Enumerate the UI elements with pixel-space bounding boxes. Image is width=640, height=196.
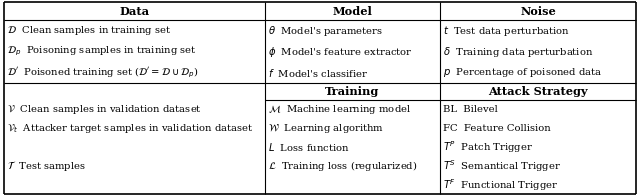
Text: $\mathcal{T}$  Test samples: $\mathcal{T}$ Test samples	[7, 159, 86, 173]
Text: $\phi$  Model's feature extractor: $\phi$ Model's feature extractor	[268, 44, 412, 58]
Text: $t$  Test data perturbation: $t$ Test data perturbation	[443, 24, 570, 37]
Text: $\mathcal{D}_p$  Poisoning samples in training set: $\mathcal{D}_p$ Poisoning samples in tra…	[7, 45, 197, 58]
Text: $\mathcal{V}_t$  Attacker target samples in validation dataset: $\mathcal{V}_t$ Attacker target samples …	[7, 122, 253, 135]
Text: Noise: Noise	[520, 5, 556, 16]
Text: $\mathcal{W}$  Learning algorithm: $\mathcal{W}$ Learning algorithm	[268, 122, 384, 135]
Text: Model: Model	[333, 5, 372, 16]
Text: $p$  Percentage of poisoned data: $p$ Percentage of poisoned data	[443, 66, 602, 79]
Text: Data: Data	[120, 5, 150, 16]
Text: $\mathcal{L}$  Training loss (regularized): $\mathcal{L}$ Training loss (regularized…	[268, 159, 417, 173]
Text: FC  Feature Collision: FC Feature Collision	[443, 124, 551, 133]
Text: $\mathcal{V}$  Clean samples in validation dataset: $\mathcal{V}$ Clean samples in validatio…	[7, 103, 202, 116]
Text: $\mathcal{D}'$  Poisoned training set ($\mathcal{D}' = \mathcal{D} \cup \mathcal: $\mathcal{D}'$ Poisoned training set ($\…	[7, 65, 198, 80]
Text: $\mathcal{M}$  Machine learning model: $\mathcal{M}$ Machine learning model	[268, 103, 411, 116]
Text: $f$  Model's classifier: $f$ Model's classifier	[268, 66, 369, 79]
Text: $T^S$  Semantical Trigger: $T^S$ Semantical Trigger	[443, 158, 561, 174]
Text: $\delta$  Training data perturbation: $\delta$ Training data perturbation	[443, 44, 593, 58]
Text: BL  Bilevel: BL Bilevel	[443, 105, 498, 114]
Text: $T^F$  Functional Trigger: $T^F$ Functional Trigger	[443, 177, 558, 192]
Text: Attack Strategy: Attack Strategy	[488, 86, 588, 97]
Text: $L$  Loss function: $L$ Loss function	[268, 141, 349, 153]
Text: $\theta$  Model's parameters: $\theta$ Model's parameters	[268, 24, 383, 37]
Text: Training: Training	[325, 86, 380, 97]
Text: $\mathcal{D}$  Clean samples in training set: $\mathcal{D}$ Clean samples in training …	[7, 24, 172, 37]
Text: $T^P$  Patch Trigger: $T^P$ Patch Trigger	[443, 139, 533, 155]
